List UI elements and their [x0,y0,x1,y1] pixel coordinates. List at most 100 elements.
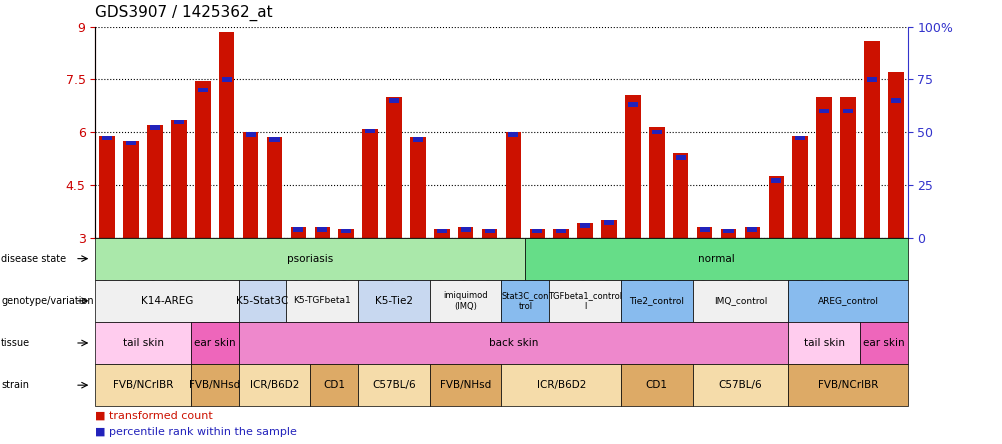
Bar [627,103,637,107]
Bar [720,229,735,238]
Bar [577,223,592,238]
Bar [221,77,231,82]
Text: tail skin: tail skin [122,338,163,348]
Bar [338,229,354,238]
Bar [624,95,640,238]
Bar [173,120,183,124]
Bar [270,137,280,142]
Text: FVB/NHsd: FVB/NHsd [189,380,240,390]
Bar [556,229,566,234]
Bar [768,176,784,238]
Bar [698,227,709,232]
Bar [675,155,685,160]
Bar [887,72,903,238]
Text: C57BL/6: C57BL/6 [372,380,416,390]
Bar [672,153,687,238]
Text: IMQ_control: IMQ_control [713,296,767,305]
Bar [722,229,732,234]
Bar [484,229,494,234]
Bar [696,227,711,238]
Bar [792,135,808,238]
Bar [413,137,423,142]
Bar [460,227,470,232]
Bar [842,109,852,113]
Text: ■ percentile rank within the sample: ■ percentile rank within the sample [95,427,297,437]
Bar [365,129,375,133]
Bar [481,229,497,238]
Bar [410,137,425,238]
Text: normal: normal [697,254,734,264]
Bar [816,97,831,238]
Bar [123,141,138,238]
Text: K5-TGFbeta1: K5-TGFbeta1 [294,296,351,305]
Text: ICR/B6D2: ICR/B6D2 [249,380,299,390]
Bar [147,125,162,238]
Bar [529,229,544,238]
Bar [218,32,234,238]
Text: ear skin: ear skin [193,338,235,348]
Text: back skin: back skin [488,338,538,348]
Text: disease state: disease state [1,254,66,264]
Bar [389,98,399,103]
Bar [102,135,112,140]
Text: K14-AREG: K14-AREG [140,296,193,306]
Text: FVB/NHsd: FVB/NHsd [440,380,491,390]
Bar [194,81,210,238]
Bar [505,132,521,238]
Bar [603,220,613,225]
Bar [341,229,351,234]
Text: CD1: CD1 [645,380,667,390]
Bar [150,125,160,130]
Bar [648,127,664,238]
Text: ■ transformed count: ■ transformed count [95,411,212,420]
Text: strain: strain [1,380,29,390]
Bar [197,87,207,92]
Bar [553,229,568,238]
Bar [743,227,760,238]
Bar [291,227,306,238]
Bar [126,141,136,146]
Bar [795,135,805,140]
Text: psoriasis: psoriasis [287,254,333,264]
Text: genotype/variation: genotype/variation [1,296,93,306]
Bar [386,97,402,238]
Bar [362,129,378,238]
Bar [600,220,616,238]
Bar [746,227,757,232]
Text: ear skin: ear skin [862,338,904,348]
Text: FVB/NCrIBR: FVB/NCrIBR [113,380,173,390]
Bar [866,77,876,82]
Text: tissue: tissue [1,338,30,348]
Bar [840,97,855,238]
Bar [434,229,449,238]
Text: GDS3907 / 1425362_at: GDS3907 / 1425362_at [95,4,273,20]
Bar [651,130,661,135]
Bar [771,178,781,183]
Bar [99,135,115,238]
Text: TGFbeta1_control
l: TGFbeta1_control l [547,291,621,310]
Text: ICR/B6D2: ICR/B6D2 [536,380,585,390]
Bar [267,137,282,238]
Bar [245,132,256,137]
Bar [242,132,259,238]
Text: Stat3C_con
trol: Stat3C_con trol [501,291,549,310]
Text: tail skin: tail skin [803,338,844,348]
Bar [508,132,518,137]
Bar [532,229,542,234]
Text: K5-Tie2: K5-Tie2 [375,296,413,306]
Text: C57BL/6: C57BL/6 [717,380,762,390]
Text: K5-Stat3C: K5-Stat3C [236,296,289,306]
Bar [579,223,589,228]
Bar [171,120,186,238]
Text: CD1: CD1 [323,380,345,390]
Text: Tie2_control: Tie2_control [628,296,683,305]
Bar [864,41,879,238]
Bar [436,229,446,234]
Text: FVB/NCrIBR: FVB/NCrIBR [817,380,878,390]
Text: AREG_control: AREG_control [817,296,878,305]
Bar [315,227,330,238]
Bar [293,227,304,232]
Bar [819,109,829,113]
Bar [317,227,327,232]
Bar [890,98,900,103]
